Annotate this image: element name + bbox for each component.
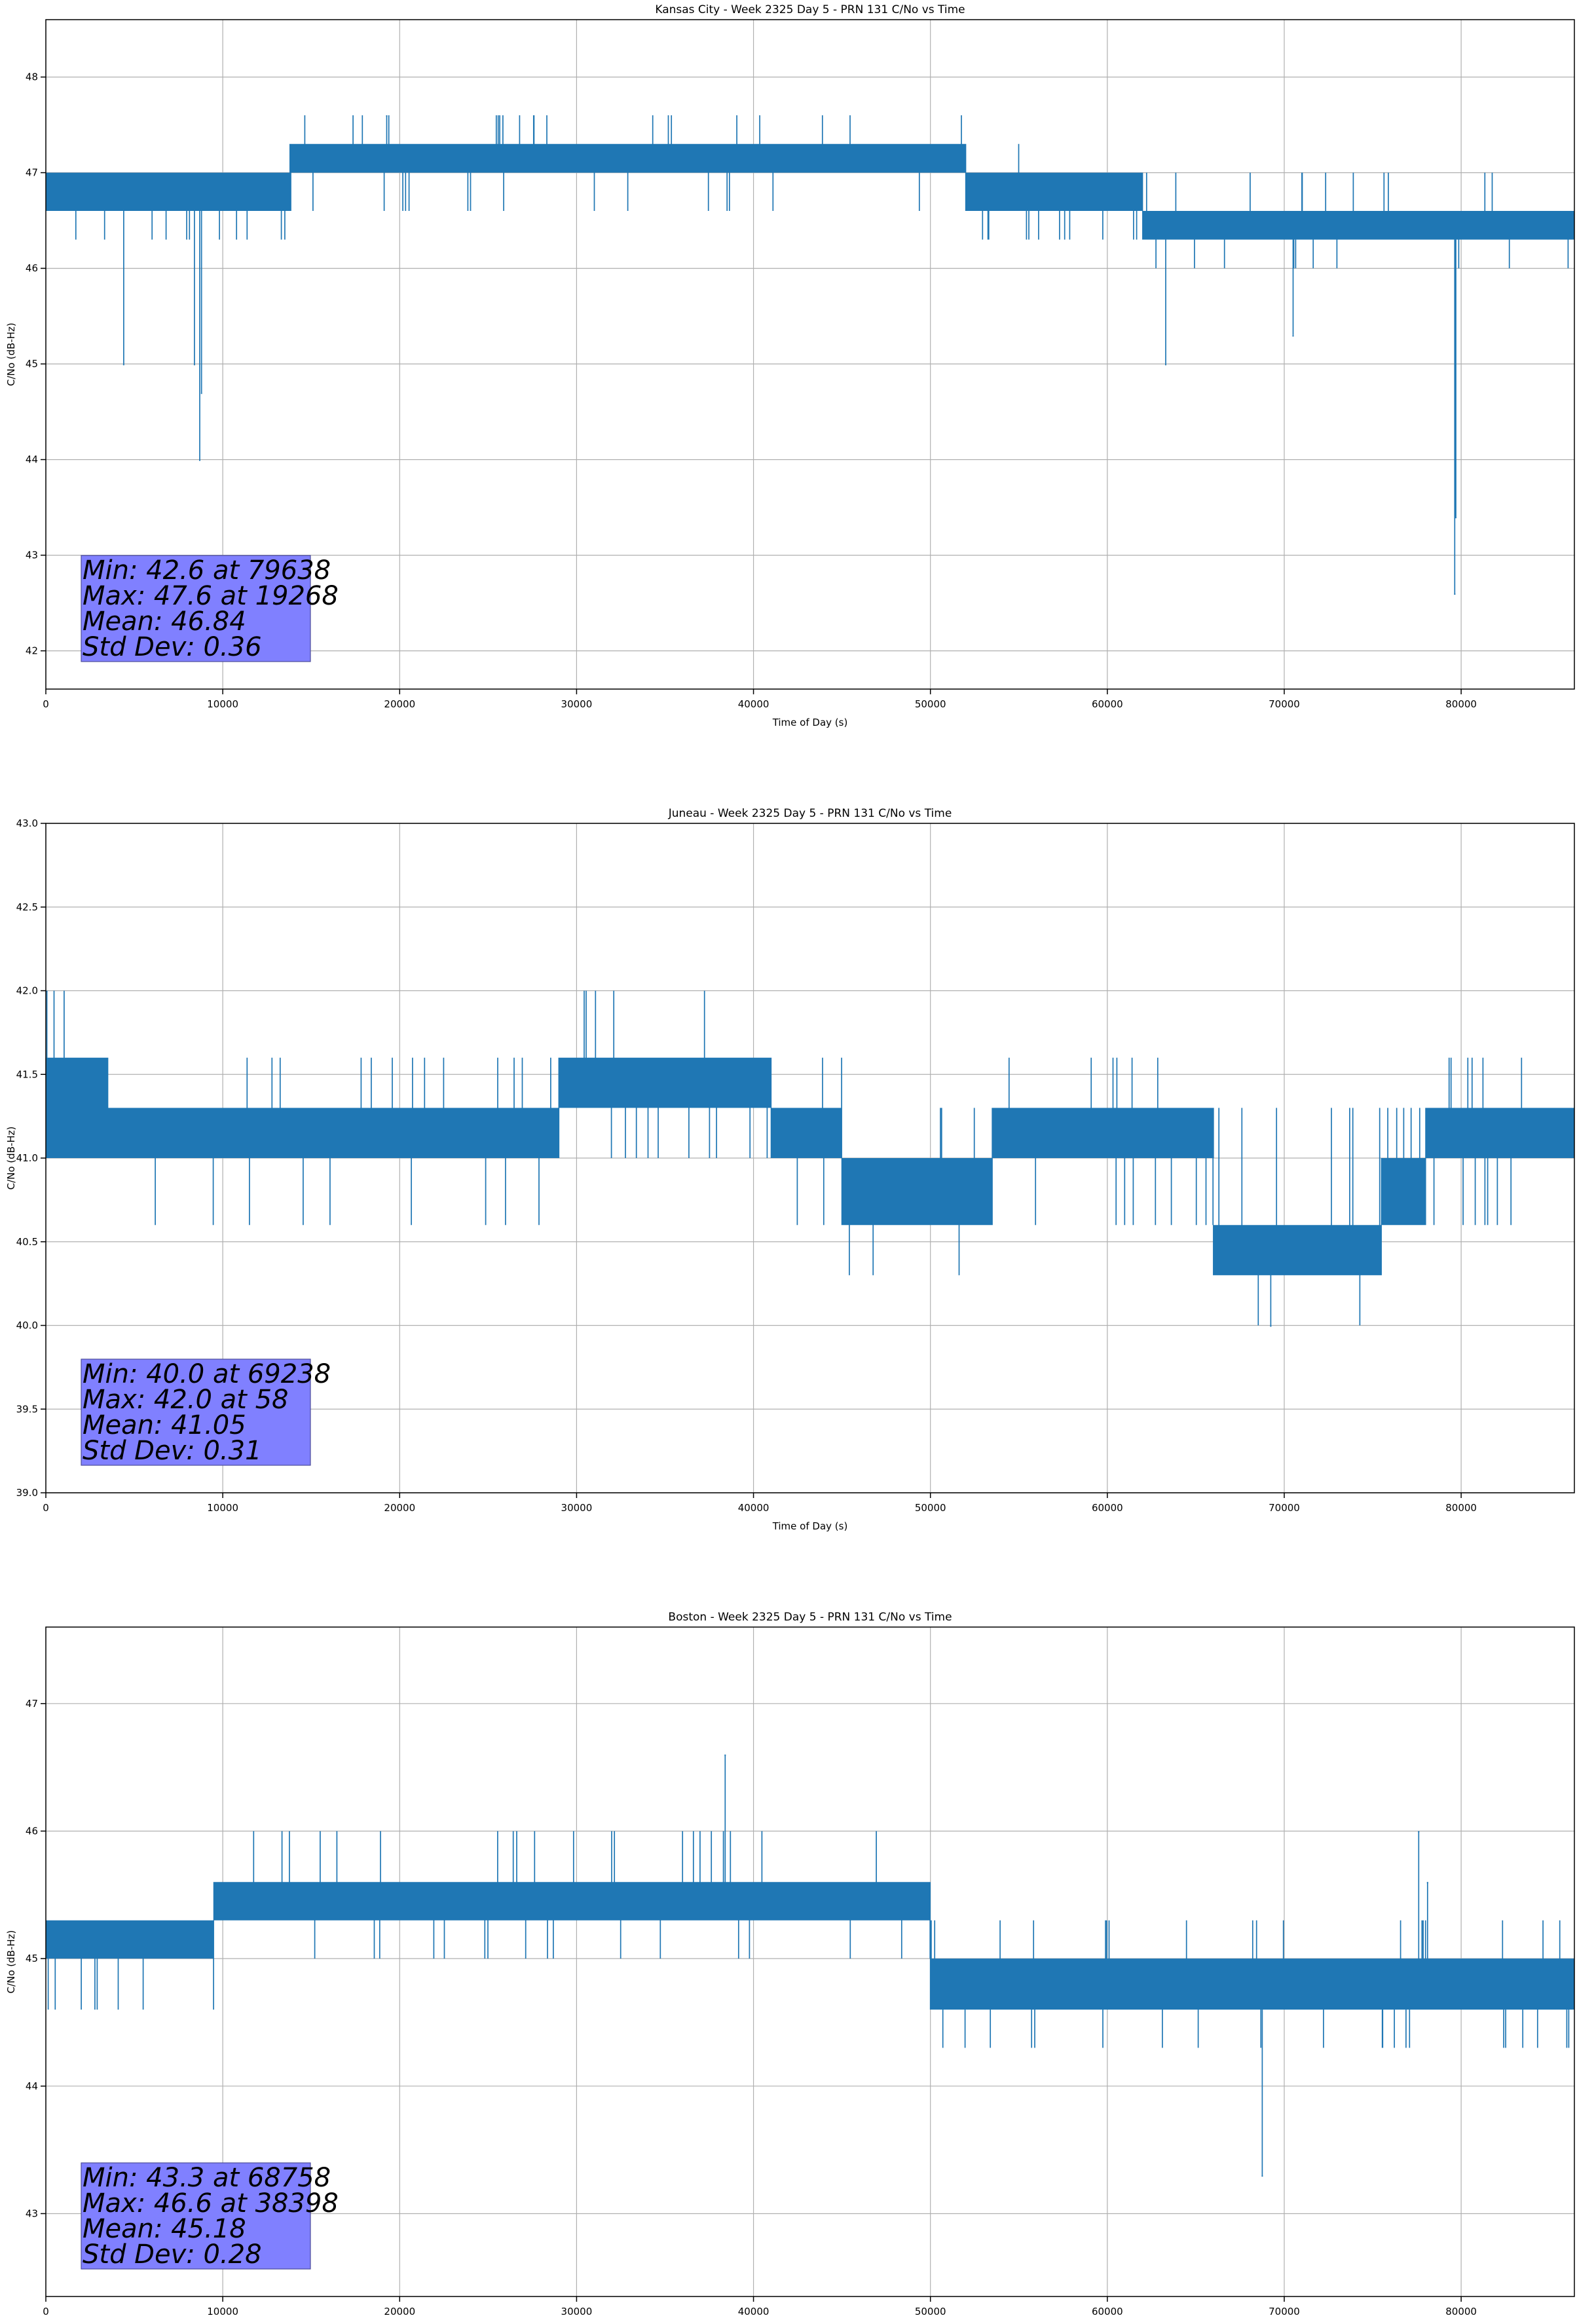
- y-tick-label: 41.0: [16, 1152, 38, 1164]
- ticks: 0 10000 20000 30000 40000 50000 60000 70000 8000…: [26, 1698, 1477, 2317]
- stats-box-background: [81, 2162, 311, 2270]
- x-tick-label: 0: [43, 2306, 49, 2317]
- y-tick-label: 47: [26, 1698, 38, 1710]
- x-tick-label: 0: [43, 698, 49, 710]
- ticks: 0 10000 20000 30000 40000 50000 60000 70000 8000…: [26, 71, 1477, 710]
- y-tick-label: 45: [26, 1953, 38, 1964]
- ticks: 0 10000 20000 30000 40000 50000 60000 70000 8000…: [16, 817, 1477, 1514]
- stats-line: Mean: 41.05: [83, 1410, 246, 1440]
- chart-title: Juneau - Week 2325 Day 5 - PRN 131 C/No …: [668, 807, 952, 820]
- x-tick-label: 20000: [384, 2306, 415, 2317]
- x-tick-label: 50000: [915, 698, 946, 710]
- x-tick-label: 70000: [1269, 2306, 1300, 2317]
- x-tick-label: 70000: [1269, 1502, 1300, 1514]
- y-tick-label: 44: [26, 454, 38, 466]
- chart-panel: 0 10000 20000 30000 40000 50000 60000 70000 8000…: [5, 3, 1575, 728]
- stats-line: Max: 42.0 at 58: [83, 1385, 288, 1415]
- chart-title: Boston - Week 2325 Day 5 - PRN 131 C/No …: [668, 1611, 952, 1624]
- y-tick-label: 40.0: [16, 1320, 38, 1332]
- x-tick-label: 70000: [1269, 698, 1300, 710]
- stats-line: Max: 47.6 at 19268: [83, 581, 339, 611]
- y-tick-label: 45: [26, 358, 38, 370]
- series-trace: [46, 1754, 1574, 2176]
- x-tick-label: 10000: [207, 2306, 238, 2317]
- stats-line: Std Dev: 0.31: [83, 1436, 262, 1466]
- x-tick-label: 30000: [561, 1502, 593, 1514]
- x-axis-label: Time of Day (s): [772, 717, 848, 728]
- y-tick-label: 41.5: [16, 1068, 38, 1080]
- y-axis-label: C/No (dB-Hz): [5, 1127, 17, 1190]
- series-trace: [46, 990, 1574, 1326]
- x-tick-label: 40000: [738, 1502, 770, 1514]
- y-tick-label: 47: [26, 167, 38, 179]
- y-tick-label: 46: [26, 263, 38, 274]
- stats-line: Std Dev: 0.36: [83, 632, 262, 662]
- axes-frame: [45, 1626, 1575, 2297]
- x-tick-label: 60000: [1092, 1502, 1123, 1514]
- y-tick-label: 40.5: [16, 1236, 38, 1248]
- stats-box-background: [81, 1359, 311, 1466]
- x-tick-label: 10000: [207, 1502, 238, 1514]
- x-tick-label: 30000: [561, 2306, 593, 2317]
- y-tick-label: 44: [26, 2080, 38, 2092]
- stats-line: Std Dev: 0.28: [83, 2240, 262, 2270]
- x-tick-label: 20000: [384, 1502, 415, 1514]
- y-tick-label: 39.0: [16, 1487, 38, 1499]
- stats-line: Min: 42.6 at 79638: [83, 555, 331, 586]
- x-tick-label: 20000: [384, 698, 415, 710]
- y-tick-label: 42: [26, 645, 38, 657]
- series-trace: [46, 115, 1574, 593]
- y-tick-label: 42.0: [16, 985, 38, 997]
- y-tick-label: 42.5: [16, 901, 38, 913]
- chart-panel: 0 10000 20000 30000 40000 50000 60000 70000 8000…: [5, 807, 1575, 1532]
- y-tick-label: 43: [26, 2207, 38, 2219]
- y-axis-label: C/No (dB-Hz): [5, 323, 17, 386]
- axes-frame: [45, 19, 1575, 690]
- stats-line: Max: 46.6 at 38398: [83, 2188, 339, 2219]
- y-tick-label: 48: [26, 71, 38, 83]
- x-tick-label: 50000: [915, 2306, 946, 2317]
- x-tick-label: 80000: [1445, 1502, 1477, 1514]
- x-tick-label: 30000: [561, 698, 593, 710]
- stats-line: Mean: 45.18: [83, 2214, 246, 2244]
- x-tick-label: 40000: [738, 698, 770, 710]
- x-tick-label: 50000: [915, 1502, 946, 1514]
- stats-line: Min: 40.0 at 69238: [83, 1359, 331, 1389]
- y-tick-label: 43.0: [16, 817, 38, 829]
- x-tick-label: 80000: [1445, 2306, 1477, 2317]
- x-tick-label: 80000: [1445, 698, 1477, 710]
- x-tick-label: 0: [43, 1502, 49, 1514]
- stats-box-background: [81, 555, 311, 662]
- x-tick-label: 60000: [1092, 2306, 1123, 2317]
- y-tick-label: 43: [26, 550, 38, 561]
- x-tick-label: 60000: [1092, 698, 1123, 710]
- x-tick-label: 10000: [207, 698, 238, 710]
- y-axis-label: C/No (dB-Hz): [5, 1930, 17, 1994]
- y-tick-label: 46: [26, 1825, 38, 1837]
- x-axis-label: Time of Day (s): [772, 1520, 848, 1532]
- chart-title: Kansas City - Week 2325 Day 5 - PRN 131 …: [655, 3, 965, 16]
- x-tick-label: 40000: [738, 2306, 770, 2317]
- chart-panel: 0 10000 20000 30000 40000 50000 60000 70000 8000…: [5, 1611, 1575, 2317]
- stats-line: Min: 43.3 at 68758: [83, 2163, 331, 2193]
- y-tick-label: 39.5: [16, 1403, 38, 1415]
- stats-line: Mean: 46.84: [83, 607, 246, 637]
